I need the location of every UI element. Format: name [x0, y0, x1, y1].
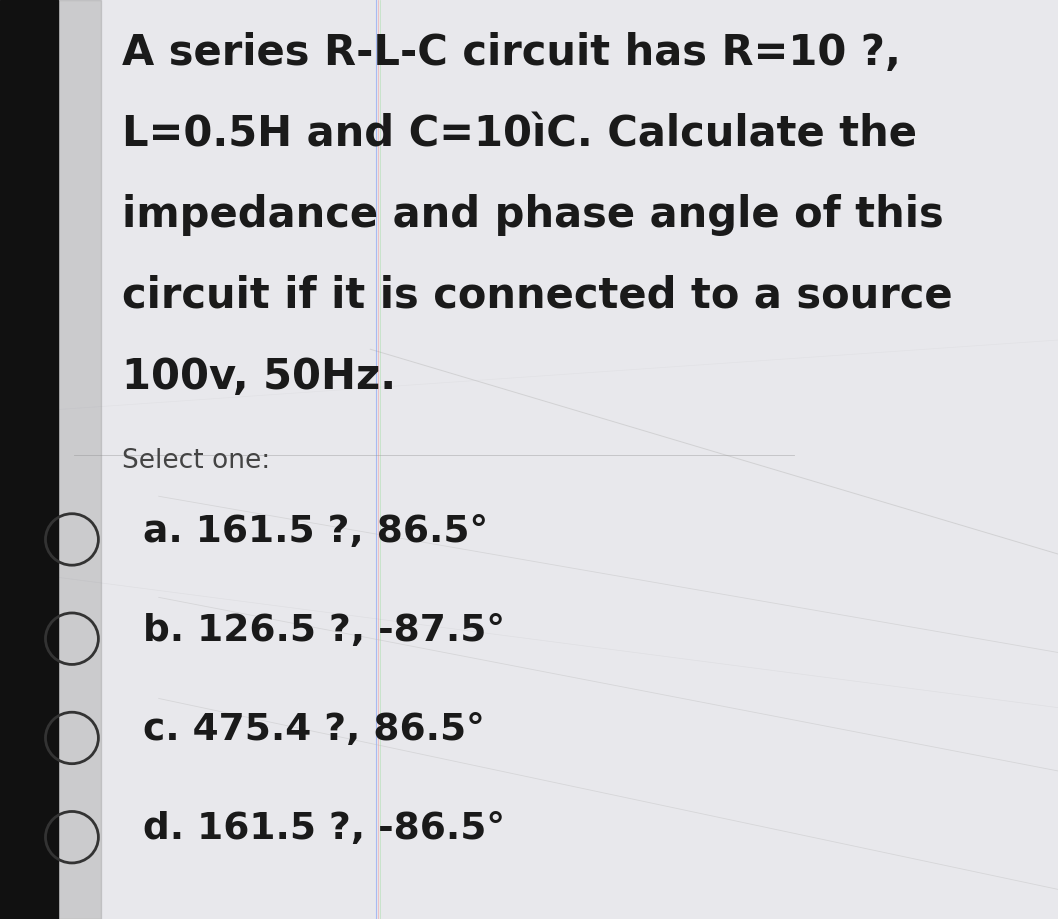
Bar: [0, 0, 58, 919]
Text: c. 475.4 ?, 86.5°: c. 475.4 ?, 86.5°: [143, 712, 485, 748]
Text: d. 161.5 ?, -86.5°: d. 161.5 ?, -86.5°: [143, 811, 505, 847]
Bar: [58, 0, 101, 919]
Text: 100v, 50Hz.: 100v, 50Hz.: [122, 356, 396, 398]
Text: A series R-L-C circuit has R=10 ?,: A series R-L-C circuit has R=10 ?,: [122, 32, 900, 74]
Text: L=0.5H and C=10ìC. Calculate the: L=0.5H and C=10ìC. Calculate the: [122, 113, 916, 155]
Text: b. 126.5 ?, -87.5°: b. 126.5 ?, -87.5°: [143, 613, 505, 649]
Text: circuit if it is connected to a source: circuit if it is connected to a source: [122, 275, 952, 317]
Text: Select one:: Select one:: [122, 448, 270, 473]
Text: a. 161.5 ?, 86.5°: a. 161.5 ?, 86.5°: [143, 514, 488, 550]
Text: impedance and phase angle of this: impedance and phase angle of this: [122, 194, 944, 236]
